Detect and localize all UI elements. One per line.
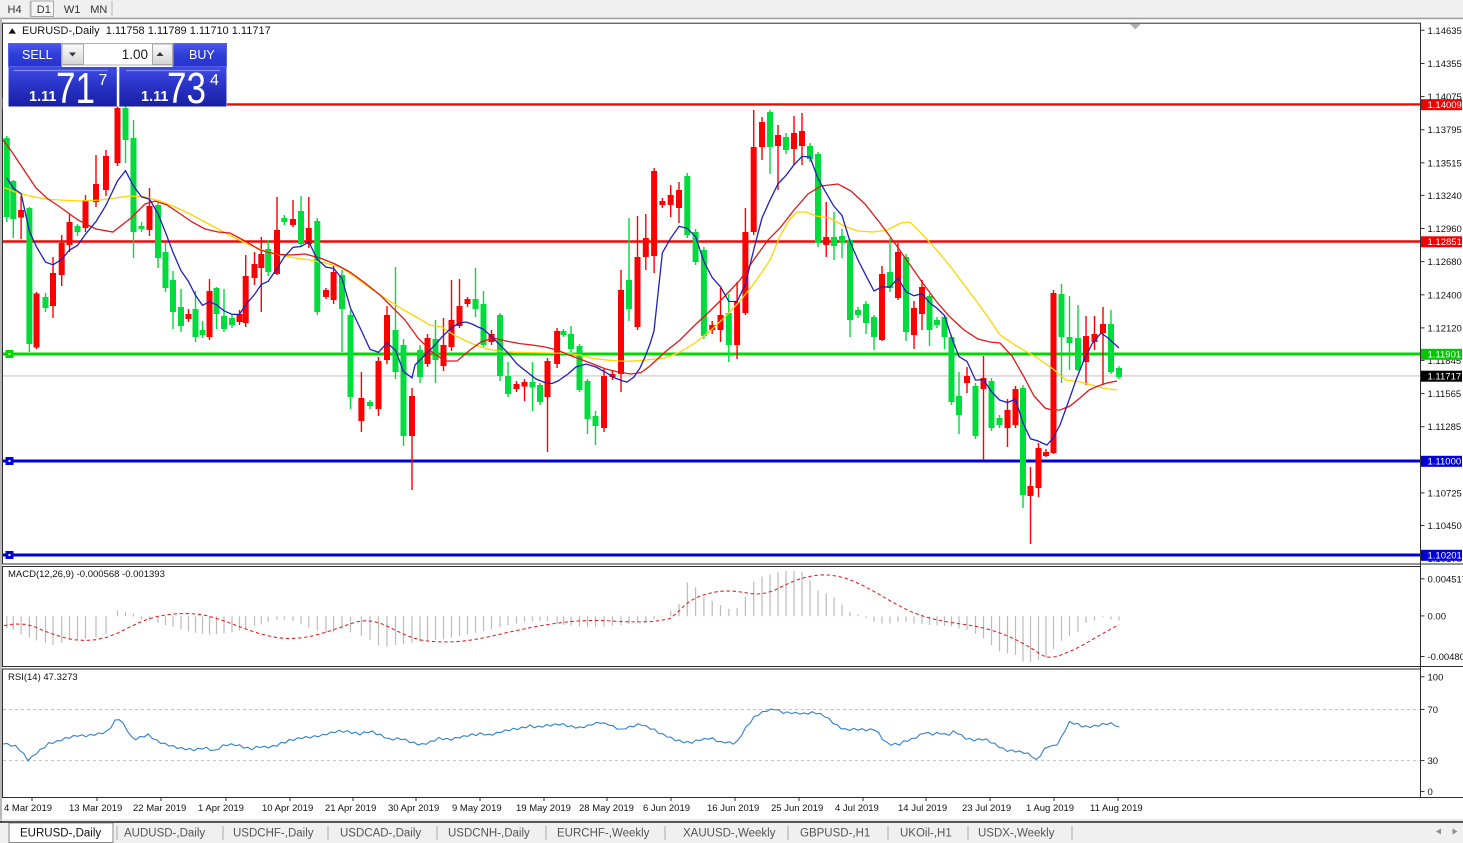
svg-text:7: 7 [99,72,108,89]
svg-text:-0.004806: -0.004806 [1428,652,1463,663]
svg-text:1.12400: 1.12400 [1428,290,1462,301]
svg-text:25 Jun 2019: 25 Jun 2019 [771,803,823,814]
svg-text:W1: W1 [64,4,81,16]
svg-text:1.11000: 1.11000 [1428,457,1462,468]
svg-text:4: 4 [210,72,219,89]
svg-text:1.11285: 1.11285 [1428,422,1462,433]
svg-text:1.13515: 1.13515 [1428,158,1462,169]
svg-text:1.14009: 1.14009 [1428,100,1462,111]
svg-text:28 May 2019: 28 May 2019 [579,803,634,814]
svg-text:1.11901: 1.11901 [1428,350,1462,361]
svg-text:13 Mar 2019: 13 Mar 2019 [69,803,122,814]
svg-text:30 Apr 2019: 30 Apr 2019 [388,803,439,814]
svg-text:14 Jul 2019: 14 Jul 2019 [898,803,947,814]
svg-text:D1: D1 [37,4,51,16]
svg-text:1.11: 1.11 [29,89,56,105]
svg-text:1.12120: 1.12120 [1428,323,1462,334]
svg-text:1.00: 1.00 [122,47,148,62]
svg-text:1.11565: 1.11565 [1428,389,1462,400]
svg-text:73: 73 [167,64,206,113]
svg-text:MN: MN [90,4,107,16]
svg-text:0: 0 [1428,787,1433,798]
svg-text:1 Aug 2019: 1 Aug 2019 [1026,803,1074,814]
svg-text:MACD(12,26,9) -0.000568 -0.001: MACD(12,26,9) -0.000568 -0.001393 [8,569,165,580]
svg-text:H4: H4 [8,4,22,16]
svg-text:1.12680: 1.12680 [1428,257,1462,268]
svg-text:1.14355: 1.14355 [1428,59,1462,70]
svg-text:XAUUSD-,Weekly: XAUUSD-,Weekly [683,828,776,840]
svg-text:16 Jun 2019: 16 Jun 2019 [707,803,759,814]
svg-text:EURUSD-,Daily: EURUSD-,Daily [20,828,101,840]
svg-text:4 Mar 2019: 4 Mar 2019 [4,803,52,814]
svg-text:9 May 2019: 9 May 2019 [452,803,502,814]
svg-text:100: 100 [1428,672,1444,683]
svg-text:23 Jul 2019: 23 Jul 2019 [962,803,1011,814]
svg-text:SELL: SELL [22,48,53,62]
svg-text:1.11845: 1.11845 [1428,356,1462,367]
svg-text:1.10201: 1.10201 [1428,551,1462,562]
svg-text:0.004517: 0.004517 [1428,574,1463,585]
svg-text:1.11: 1.11 [141,89,168,105]
svg-text:USDCAD-,Daily: USDCAD-,Daily [340,828,421,840]
svg-text:UKOil-,H1: UKOil-,H1 [900,828,952,840]
svg-text:AUDUSD-,Daily: AUDUSD-,Daily [124,828,205,840]
svg-text:1.12851: 1.12851 [1428,237,1462,248]
svg-text:0.00: 0.00 [1428,611,1447,622]
svg-text:1 Apr 2019: 1 Apr 2019 [198,803,244,814]
svg-text:1.14075: 1.14075 [1428,92,1462,103]
svg-text:6 Jun 2019: 6 Jun 2019 [643,803,690,814]
svg-text:USDCNH-,Daily: USDCNH-,Daily [448,828,530,840]
svg-text:22 Mar 2019: 22 Mar 2019 [133,803,186,814]
svg-text:1.12960: 1.12960 [1428,224,1462,235]
svg-text:RSI(14) 47.3273: RSI(14) 47.3273 [8,672,78,683]
svg-text:1.14635: 1.14635 [1428,26,1462,37]
svg-text:11 Aug 2019: 11 Aug 2019 [1090,803,1143,814]
svg-text:19 May 2019: 19 May 2019 [516,803,571,814]
svg-text:EURCHF-,Weekly: EURCHF-,Weekly [557,828,650,840]
svg-text:1.10725: 1.10725 [1428,488,1462,499]
svg-text:4 Jul 2019: 4 Jul 2019 [835,803,879,814]
svg-text:30: 30 [1428,756,1439,767]
svg-text:21 Apr 2019: 21 Apr 2019 [325,803,376,814]
svg-text:10 Apr 2019: 10 Apr 2019 [262,803,313,814]
svg-text:EURUSD-,Daily 1.11758 1.11789: EURUSD-,Daily 1.11758 1.11789 1.11710 1.… [22,25,271,37]
svg-text:71: 71 [56,64,95,113]
svg-text:GBPUSD-,H1: GBPUSD-,H1 [800,828,870,840]
svg-text:1.13240: 1.13240 [1428,191,1462,202]
svg-text:70: 70 [1428,705,1439,716]
svg-text:1.10450: 1.10450 [1428,521,1462,532]
svg-text:1.13795: 1.13795 [1428,125,1462,136]
svg-text:USDCHF-,Daily: USDCHF-,Daily [233,828,314,840]
svg-text:1.11717: 1.11717 [1428,371,1462,382]
svg-text:USDX-,Weekly: USDX-,Weekly [978,828,1055,840]
svg-text:BUY: BUY [189,48,215,62]
